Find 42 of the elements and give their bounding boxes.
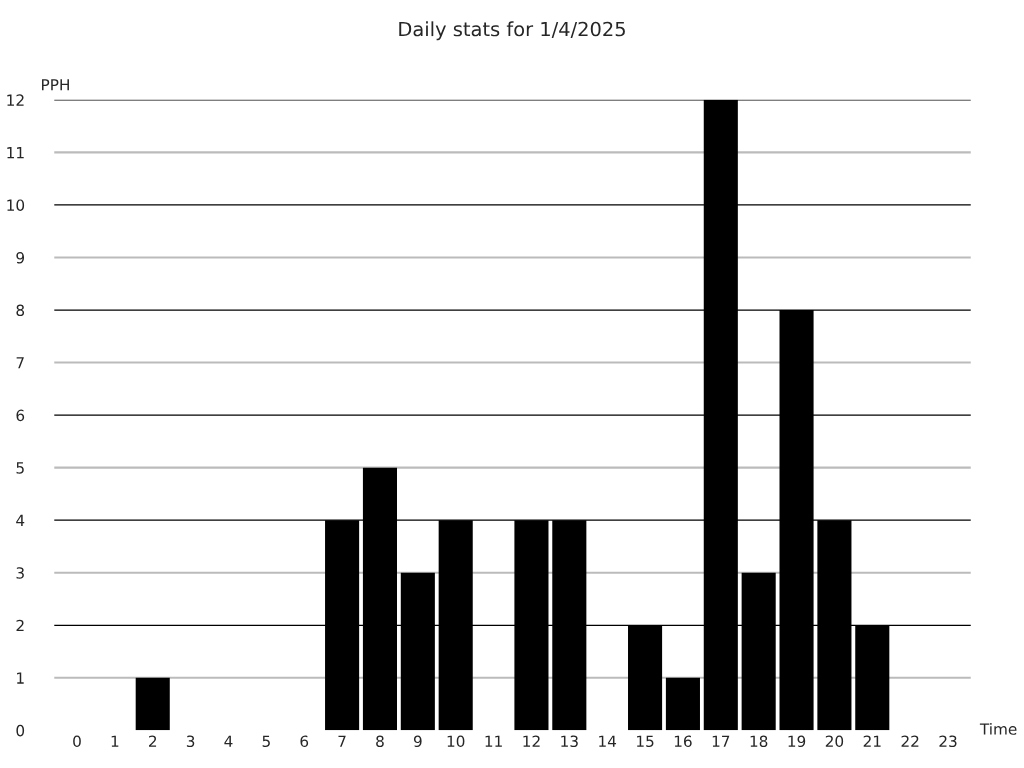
x-tick-label: 10 xyxy=(447,735,465,748)
x-tick-label: 22 xyxy=(901,735,919,747)
y-tick-label: 8 xyxy=(16,304,25,317)
y-tick-label: 9 xyxy=(16,251,25,264)
x-tick-label: 1 xyxy=(111,735,119,747)
y-tick-label: 12 xyxy=(7,94,24,106)
x-tick-label: 17 xyxy=(712,735,730,747)
x-tick-label: 21 xyxy=(863,735,881,747)
x-tick-label: 0 xyxy=(73,735,81,748)
x-tick-label: 14 xyxy=(599,735,617,747)
x-tick-label: 18 xyxy=(750,735,768,748)
x-axis-title: Time xyxy=(979,722,1017,735)
x-tick-label: 5 xyxy=(262,735,270,748)
x-tick-label: 9 xyxy=(413,735,422,748)
bar xyxy=(135,677,170,731)
y-tick-label: 6 xyxy=(16,409,25,422)
x-tick-label: 12 xyxy=(523,735,540,747)
x-tick-label: 16 xyxy=(674,735,692,748)
x-tick-label: 19 xyxy=(788,735,806,748)
y-tick-label: 7 xyxy=(16,357,24,369)
x-tick-label: 13 xyxy=(561,735,578,748)
bar xyxy=(665,677,700,731)
x-tick-label: 2 xyxy=(149,735,157,747)
x-tick-label: 3 xyxy=(186,735,195,748)
chart-title: Daily stats for 1/4/2025 xyxy=(399,21,625,41)
y-tick-label: 0 xyxy=(16,724,25,737)
y-tick-label: 1 xyxy=(17,672,24,684)
y-tick-label: 10 xyxy=(7,199,25,211)
x-tick-label: 6 xyxy=(300,735,309,748)
x-tick-label: 8 xyxy=(376,735,384,748)
x-tick-label: 23 xyxy=(939,735,957,748)
y-tick-label: 11 xyxy=(7,147,24,159)
y-tick-label: 2 xyxy=(16,619,24,632)
y-tick-label: 3 xyxy=(16,567,24,579)
x-tick-label: 7 xyxy=(338,735,346,747)
x-tick-label: 11 xyxy=(485,735,502,747)
y-tick-label: 5 xyxy=(16,462,24,474)
x-tick-label: 4 xyxy=(224,735,233,747)
y-tick-label: 4 xyxy=(16,514,25,526)
x-tick-label: 20 xyxy=(825,735,844,748)
y-axis-title: PPH xyxy=(42,79,69,91)
x-tick-label: 15 xyxy=(637,735,654,748)
